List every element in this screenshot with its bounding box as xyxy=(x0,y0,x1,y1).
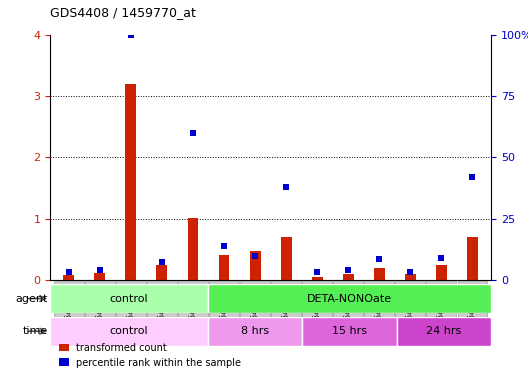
FancyBboxPatch shape xyxy=(397,317,491,346)
FancyBboxPatch shape xyxy=(302,281,332,343)
FancyBboxPatch shape xyxy=(116,281,146,343)
FancyBboxPatch shape xyxy=(178,281,208,343)
FancyBboxPatch shape xyxy=(85,281,115,343)
Point xyxy=(127,31,135,38)
Bar xyxy=(436,265,447,280)
Text: GSM549080: GSM549080 xyxy=(64,289,73,335)
FancyBboxPatch shape xyxy=(302,317,397,346)
Text: GSM549090: GSM549090 xyxy=(375,289,384,335)
Point xyxy=(282,184,290,190)
Point xyxy=(313,269,322,275)
Text: 15 hrs: 15 hrs xyxy=(332,326,367,336)
Point xyxy=(158,259,166,265)
FancyBboxPatch shape xyxy=(209,281,239,343)
Text: agent: agent xyxy=(15,293,48,304)
Bar xyxy=(219,255,230,280)
Text: time: time xyxy=(22,326,48,336)
Text: GSM549084: GSM549084 xyxy=(188,289,197,335)
Text: GSM549085: GSM549085 xyxy=(220,289,229,335)
Text: GSM549088: GSM549088 xyxy=(313,289,322,335)
Text: GSM549082: GSM549082 xyxy=(126,289,135,335)
Point xyxy=(64,269,73,275)
Text: GSM549092: GSM549092 xyxy=(437,289,446,335)
Bar xyxy=(374,268,385,280)
FancyBboxPatch shape xyxy=(54,281,84,343)
FancyBboxPatch shape xyxy=(457,281,487,343)
FancyBboxPatch shape xyxy=(333,281,363,343)
Text: control: control xyxy=(110,326,148,336)
Text: GSM549083: GSM549083 xyxy=(157,289,166,335)
FancyBboxPatch shape xyxy=(208,284,491,313)
Text: GSM549091: GSM549091 xyxy=(406,289,415,335)
FancyBboxPatch shape xyxy=(50,317,208,346)
FancyBboxPatch shape xyxy=(395,281,425,343)
Bar xyxy=(187,218,199,280)
Text: GSM549081: GSM549081 xyxy=(96,289,105,335)
FancyBboxPatch shape xyxy=(50,284,208,313)
Point xyxy=(437,255,446,261)
Bar xyxy=(250,251,260,280)
Text: GDS4408 / 1459770_at: GDS4408 / 1459770_at xyxy=(50,6,196,19)
FancyBboxPatch shape xyxy=(271,281,301,343)
Bar xyxy=(126,84,136,280)
Bar xyxy=(343,274,354,280)
Bar xyxy=(467,237,478,280)
Point xyxy=(188,130,197,136)
FancyBboxPatch shape xyxy=(364,281,394,343)
Text: 24 hrs: 24 hrs xyxy=(426,326,461,336)
Bar xyxy=(63,275,74,280)
FancyBboxPatch shape xyxy=(147,281,177,343)
Bar xyxy=(281,237,291,280)
FancyBboxPatch shape xyxy=(208,317,302,346)
Text: 8 hrs: 8 hrs xyxy=(241,326,269,336)
Point xyxy=(344,267,353,273)
FancyBboxPatch shape xyxy=(427,281,456,343)
Legend: transformed count, percentile rank within the sample: transformed count, percentile rank withi… xyxy=(55,339,246,371)
Bar xyxy=(95,273,105,280)
Text: GSM549087: GSM549087 xyxy=(281,289,290,335)
Point xyxy=(406,269,414,275)
Point xyxy=(96,267,104,273)
Bar xyxy=(156,265,167,280)
Point xyxy=(251,253,259,259)
Point xyxy=(220,243,228,249)
Point xyxy=(468,174,477,180)
Text: GSM549089: GSM549089 xyxy=(344,289,353,335)
Text: GSM549093: GSM549093 xyxy=(468,289,477,335)
Point xyxy=(375,257,383,263)
Text: control: control xyxy=(110,293,148,304)
Bar xyxy=(405,274,416,280)
Text: DETA-NONOate: DETA-NONOate xyxy=(307,293,392,304)
FancyBboxPatch shape xyxy=(240,281,270,343)
Text: GSM549086: GSM549086 xyxy=(251,289,260,335)
Bar xyxy=(312,277,323,280)
